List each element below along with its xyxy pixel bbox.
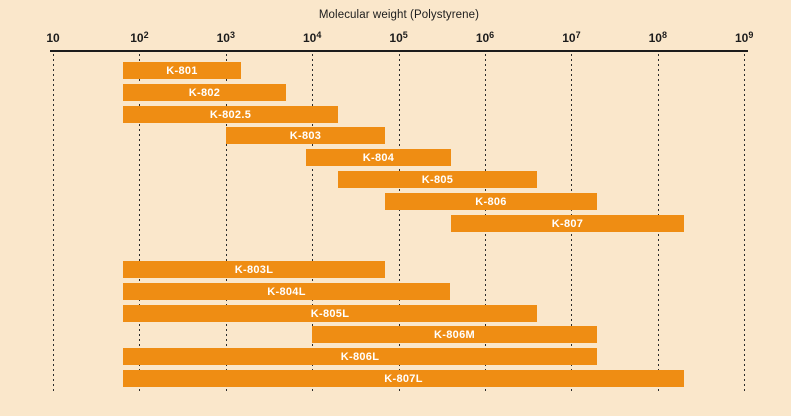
bar-K-806M: K-806M <box>312 326 597 343</box>
bar-K-807: K-807 <box>451 215 684 232</box>
gridline-1e2 <box>139 54 140 392</box>
bar-label: K-804 <box>362 151 395 164</box>
bar-label: K-803L <box>234 263 274 276</box>
bar-K-804L: K-804L <box>123 283 450 300</box>
chart-title: Molecular weight (Polystyrene) <box>318 9 480 21</box>
x-tick-label-1e1: 10 <box>46 31 60 45</box>
bar-K-805: K-805 <box>338 171 537 188</box>
x-tick-label-1e8: 108 <box>648 30 667 46</box>
x-axis-line <box>50 50 748 52</box>
gridline-1e1 <box>53 54 54 392</box>
bar-label: K-803 <box>289 129 322 142</box>
bar-K-803: K-803 <box>226 127 385 144</box>
bar-label: K-801 <box>166 64 198 77</box>
bar-label: K-807L <box>384 372 423 385</box>
gridline-1e9 <box>744 54 745 392</box>
gridline-1e4 <box>312 54 313 392</box>
bar-label: K-805L <box>310 307 350 320</box>
x-tick-label-1e9: 109 <box>735 30 754 46</box>
bar-K-806L: K-806L <box>123 348 597 365</box>
bar-label: K-802.5 <box>209 108 252 121</box>
x-tick-label-1e6: 106 <box>475 30 495 46</box>
bar-label: K-807 <box>551 217 584 230</box>
x-tick-label-1e2: 102 <box>130 30 149 46</box>
bar-K-807L: K-807L <box>123 370 684 387</box>
bar-K-802: K-802 <box>123 84 286 101</box>
x-tick-label-1e3: 103 <box>216 30 235 46</box>
bar-label: K-802 <box>188 86 221 99</box>
bar-label: K-806 <box>475 195 507 208</box>
gridline-1e5 <box>399 54 400 392</box>
bar-K-804: K-804 <box>306 149 451 166</box>
bar-K-806: K-806 <box>385 193 597 210</box>
x-tick-label-1e4: 104 <box>303 30 322 46</box>
bar-K-803L: K-803L <box>123 261 385 278</box>
bar-label: K-805 <box>421 173 454 186</box>
bar-label: K-806M <box>434 328 475 341</box>
bar-K-805L: K-805L <box>123 305 537 322</box>
x-tick-label-1e7: 107 <box>562 30 581 46</box>
x-tick-label-1e5: 105 <box>389 30 408 46</box>
bar-label: K-806L <box>340 350 380 363</box>
bar-K-802.5: K-802.5 <box>123 106 338 123</box>
bar-label: K-804L <box>267 285 306 298</box>
gridline-1e3 <box>226 54 227 392</box>
bar-K-801: K-801 <box>123 62 241 79</box>
